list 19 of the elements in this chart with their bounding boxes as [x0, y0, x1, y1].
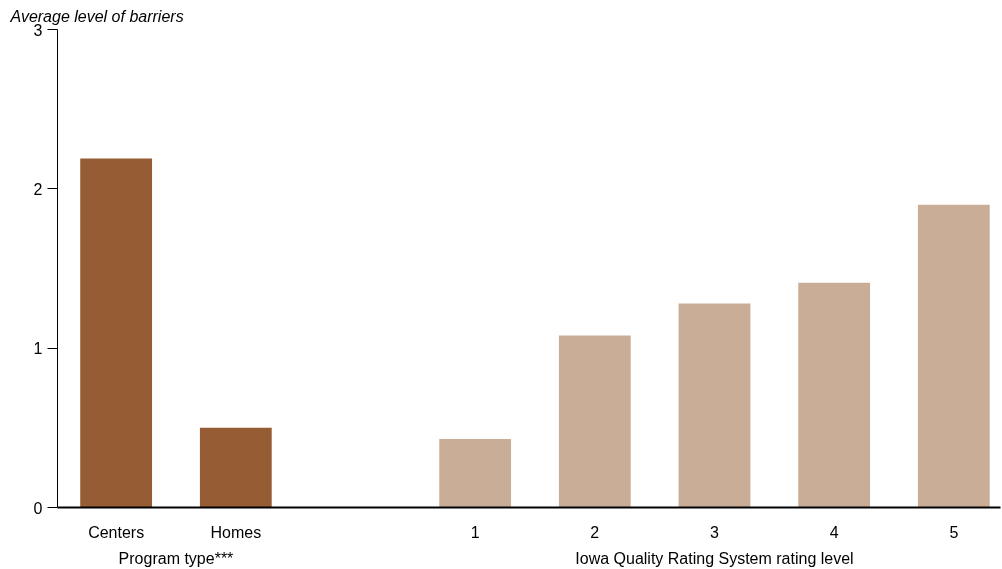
x-tick-label: Centers: [88, 523, 145, 541]
bar: [80, 158, 153, 508]
bar: [439, 438, 512, 508]
y-tick-label: 2: [33, 180, 43, 198]
x-tick-label: 3: [710, 523, 720, 541]
x-tick-label: 1: [470, 523, 480, 541]
bar: [798, 282, 871, 508]
bar: [199, 427, 272, 508]
y-tick-label: 0: [33, 499, 43, 517]
text: Iowa Quality Rating System rating level: [575, 549, 854, 567]
y-tick-label: 1: [33, 340, 43, 358]
x-tick-label: 4: [829, 523, 839, 541]
bar: [678, 303, 751, 508]
bar: [558, 335, 631, 508]
x-tick-label: Homes: [210, 523, 262, 541]
text: Program type***: [118, 549, 234, 567]
x-tick-label: 5: [949, 523, 959, 541]
bar: [917, 204, 990, 508]
x-tick-label: 2: [590, 523, 600, 541]
